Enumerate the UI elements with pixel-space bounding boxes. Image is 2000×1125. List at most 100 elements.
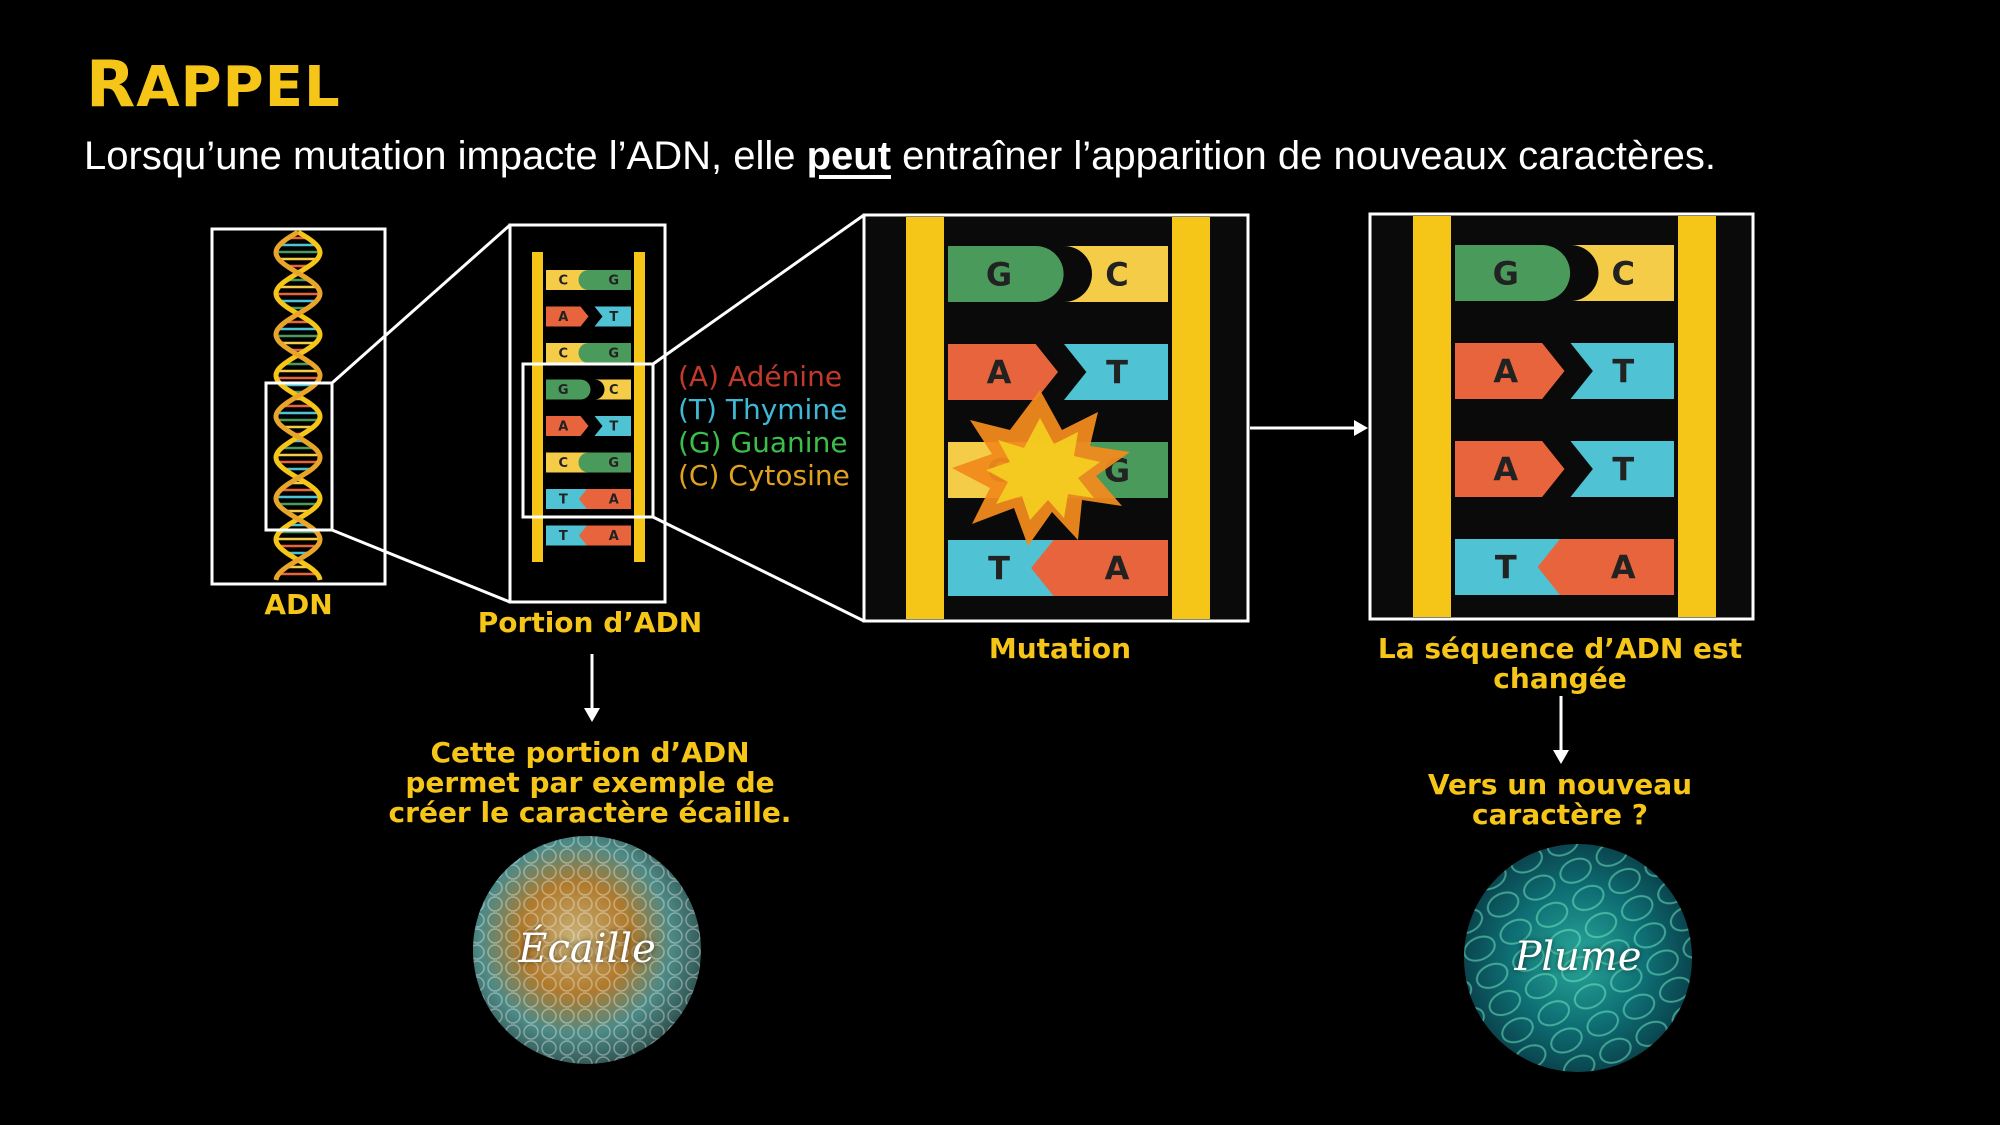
base-block-T (546, 489, 591, 509)
base-block-A (1455, 441, 1565, 497)
base-block-G (578, 452, 631, 473)
base-letter: G (608, 456, 619, 471)
base-letter: C (558, 274, 568, 289)
ladder-rail (1172, 217, 1210, 619)
base-letter: T (988, 550, 1010, 588)
base-letter: T (1612, 353, 1634, 391)
base-block-A (1031, 540, 1168, 596)
small-ladder: C G A T C G G C A T C G T A T A (532, 252, 645, 562)
helix-strand (273, 229, 323, 581)
base-letter: C (609, 383, 619, 398)
base-letter: A (609, 493, 619, 508)
ladder-rail (532, 252, 543, 562)
base-block-C (1064, 246, 1168, 302)
base-block-G (948, 246, 1064, 302)
legend-thymine: (T) Thymine (678, 393, 848, 426)
slide-title: RAPPEL (86, 48, 341, 122)
base-letter: A (558, 420, 568, 435)
portion-down-arrow-head (584, 708, 600, 722)
base-block-A (546, 306, 589, 327)
base-legend: (A) Adénine (T) Thymine (G) Guanine (C) … (678, 360, 850, 492)
base-letter: C (558, 456, 568, 471)
dna-double-helix (273, 229, 323, 581)
base-letter: T (1612, 451, 1634, 489)
base-block-C (546, 270, 591, 290)
base-block-A (948, 344, 1058, 400)
base-block-T (1570, 343, 1674, 399)
base-block-C (546, 452, 591, 473)
ladder-rail (634, 252, 645, 562)
base-letter: A (987, 354, 1012, 392)
base-letter: T (559, 529, 568, 544)
base-block-G (1455, 245, 1571, 301)
base-letter: T (1495, 549, 1517, 587)
label-portion: Portion d’ADN (477, 606, 703, 639)
base-block-T (594, 416, 631, 436)
base-letter: G (986, 256, 1012, 294)
base-letter: T (1106, 354, 1128, 392)
base-block-C (1570, 245, 1674, 301)
base-block-C (546, 343, 591, 363)
base-letter: A (558, 310, 568, 325)
portion-zoom-box (521, 362, 655, 519)
base-block-A (546, 416, 589, 436)
zoom-connector-top (331, 223, 511, 385)
base-letter: A (1105, 550, 1130, 588)
base-letter: T (559, 493, 568, 508)
changed-ladder: G C A T A T T A (1413, 216, 1716, 617)
base-letter: A (609, 529, 619, 544)
base-letter: A (1611, 549, 1636, 587)
dna-box (210, 227, 387, 586)
label-sequence-changed: La séquence d’ADN est changée (1377, 632, 1743, 695)
scale-caption: Écaille (518, 926, 656, 972)
label-mutation: Mutation (988, 632, 1132, 665)
new-trait-label: Vers un nouveau caractère ? (1427, 768, 1693, 831)
base-block-A (578, 525, 631, 546)
base-block-T (1455, 539, 1569, 595)
slide-subtitle: Lorsqu’une mutation impacte l’ADN, elle … (84, 134, 1716, 178)
base-block-A (1537, 539, 1674, 595)
helix-strand (273, 229, 323, 581)
mutation-explosion-icon (952, 390, 1130, 546)
scale-image (473, 836, 701, 1064)
base-letter: A (1493, 353, 1518, 391)
label-adn: ADN (264, 588, 333, 621)
base-block-G (578, 343, 631, 363)
base-letter: A (1493, 451, 1518, 489)
feather-caption: Plume (1514, 934, 1642, 980)
base-letter: C (1105, 256, 1128, 294)
base-letter: C (558, 347, 568, 362)
ladder-rail (1413, 216, 1451, 617)
ladder-rail (906, 217, 944, 619)
base-block-T (948, 540, 1063, 596)
base-letter: G (558, 383, 569, 398)
flow-arrow-head (1354, 420, 1368, 436)
legend-cytosine: (C) Cytosine (678, 459, 850, 492)
emphasis-word: peut (806, 134, 892, 178)
feather-image (1464, 844, 1692, 1072)
mutation-connector-top (652, 213, 865, 366)
base-block-T (594, 306, 631, 327)
base-block-A (578, 489, 631, 509)
legend-adenine: (A) Adénine (678, 360, 843, 393)
base-letter: G (1493, 255, 1519, 293)
portion-box (508, 223, 667, 604)
base-block-T (1570, 441, 1674, 497)
base-letter: T (609, 310, 618, 325)
base-block-T (546, 525, 591, 546)
mutation-connector-bottom (652, 515, 865, 623)
base-letter: G (608, 347, 619, 362)
portion-description: Cette portion d’ADN permet par exemple de… (388, 736, 792, 829)
legend-guanine: (G) Guanine (678, 426, 848, 459)
sequence-down-arrow-head (1553, 750, 1569, 764)
base-letter: G (608, 274, 619, 289)
ladder-rail (1678, 216, 1716, 617)
dna-zoom-box (264, 381, 334, 532)
base-block-A (1455, 343, 1565, 399)
base-block-G (546, 379, 591, 400)
base-letter: C (1612, 255, 1635, 293)
base-block-C (594, 379, 631, 400)
zoom-connector-bottom (331, 528, 511, 604)
base-letter: T (609, 420, 618, 435)
